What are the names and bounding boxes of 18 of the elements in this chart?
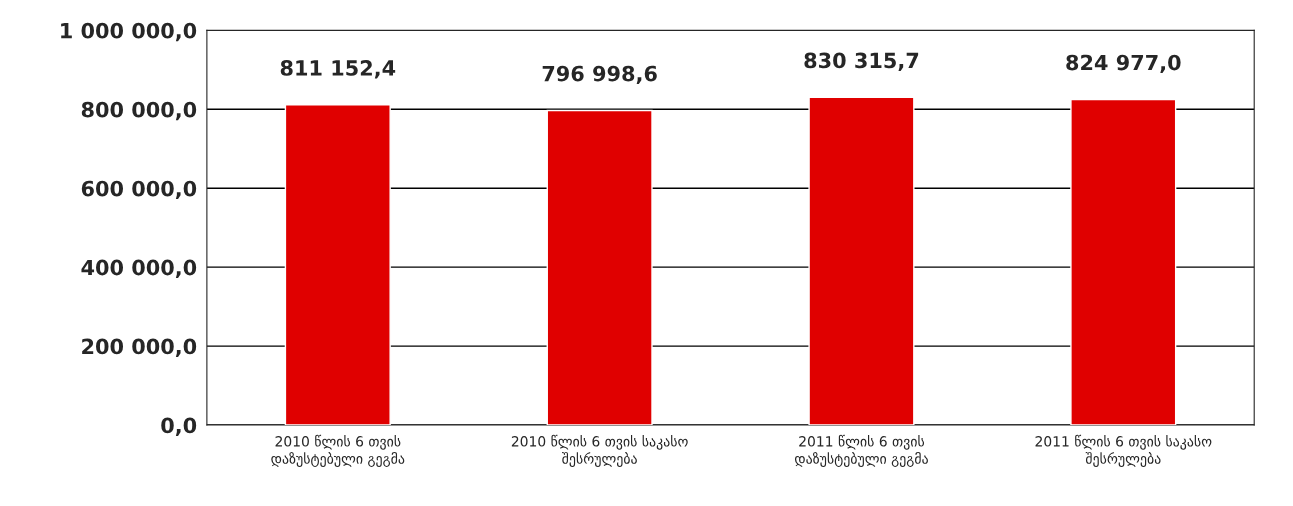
x-tick-label: 2010 წლის 6 თვის საკასო შესრულება <box>511 434 688 467</box>
y-tick-label: 200 000,0 <box>82 338 197 357</box>
x-tick-label: 2011 წლის 6 თვის დაზუსტებული გეგმა <box>794 434 928 467</box>
y-tick-label: 400 000,0 <box>81 259 197 279</box>
bar <box>1070 98 1177 426</box>
y-tick-label: 600 000,0 <box>81 180 197 200</box>
x-tick-label: 2010 წლის 6 თვის დაზუსტებული გეგმა <box>271 434 405 467</box>
bar <box>546 109 653 426</box>
x-tick-label: 2011 წლის 6 თვის საკასო შესრულება <box>1035 434 1212 467</box>
y-tick-label: 1 000 000,0 <box>61 22 197 42</box>
data-label: 824 977,0 <box>1066 54 1181 74</box>
data-label: 830 315,7 <box>804 52 919 71</box>
y-tick-label: 800 000,0 <box>81 101 197 121</box>
data-label: 811 152,4 <box>280 60 396 79</box>
bar <box>284 104 391 426</box>
data-label: 796 998,6 <box>542 65 657 85</box>
y-tick-label: 0,0 <box>161 417 197 436</box>
bar <box>808 96 915 426</box>
